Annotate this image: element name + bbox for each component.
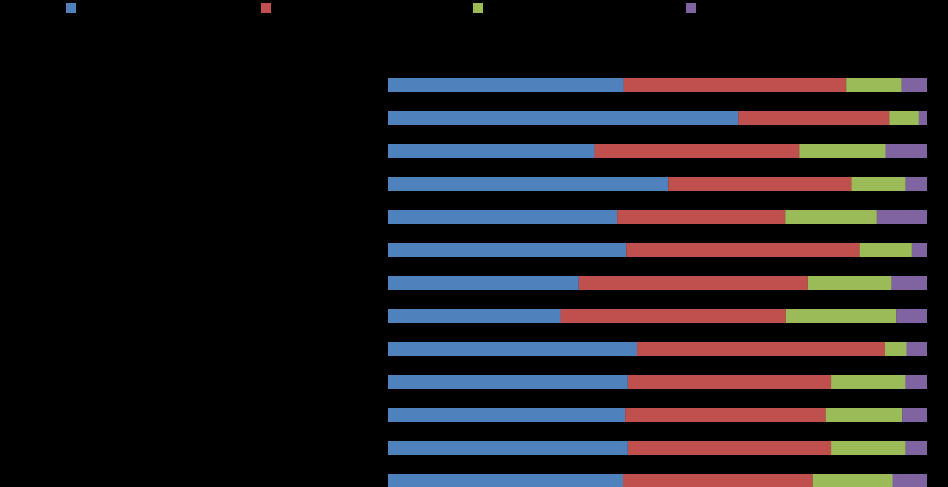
bar-row-5-series-2	[617, 210, 786, 224]
bar-row-6-series-1	[388, 243, 627, 257]
bar-row-12-series-2	[627, 441, 832, 455]
bar-row-1-series-1	[388, 78, 624, 92]
bar-row-1-series-2	[623, 78, 847, 92]
bar-row-7-series-2	[578, 276, 808, 290]
bar-row-9-series-2	[637, 342, 885, 356]
bar-row-8-series-3	[785, 309, 897, 323]
bar-row-4-series-1	[388, 177, 669, 191]
bar-row-5-series-3	[785, 210, 877, 224]
bar-row-4-series-2	[668, 177, 852, 191]
bar-row-11-series-4	[902, 408, 927, 422]
bar-row-13-series-1	[388, 474, 624, 487]
bar-row-6-series-2	[626, 243, 860, 257]
legend-swatch-series-4	[686, 3, 696, 13]
bar-row-4-series-4	[905, 177, 927, 191]
bar-row-10-series-3	[831, 375, 906, 389]
bar-row-6-series-3	[859, 243, 912, 257]
legend-swatch-series-2	[261, 3, 271, 13]
legend-item-series-2	[261, 2, 275, 14]
legend-item-series-3	[473, 2, 487, 14]
legend-swatch-series-1	[66, 3, 76, 13]
bar-row-3-series-3	[799, 144, 886, 158]
bar-row-7-series-4	[891, 276, 927, 290]
bar-row-8-series-4	[896, 309, 927, 323]
bar-row-11-series-2	[625, 408, 826, 422]
bar-row-1-series-4	[901, 78, 927, 92]
bar-row-2-series-4	[918, 111, 927, 125]
bar-row-12-series-1	[388, 441, 628, 455]
bar-row-7-series-3	[807, 276, 892, 290]
bar-row-13-series-3	[812, 474, 893, 487]
bar-row-6-series-4	[911, 243, 927, 257]
bar-row-3-series-2	[594, 144, 800, 158]
bar-row-9-series-4	[906, 342, 927, 356]
bar-row-11-series-1	[388, 408, 626, 422]
bar-row-10-series-4	[905, 375, 927, 389]
bar-row-7-series-1	[388, 276, 579, 290]
bar-row-2-series-3	[889, 111, 919, 125]
bar-row-2-series-1	[388, 111, 739, 125]
bar-row-5-series-1	[388, 210, 618, 224]
bar-row-9-series-1	[388, 342, 638, 356]
bar-row-3-series-4	[885, 144, 927, 158]
bar-row-1-series-3	[846, 78, 902, 92]
bar-row-3-series-1	[388, 144, 595, 158]
bar-row-5-series-4	[876, 210, 927, 224]
legend-item-series-1	[66, 2, 80, 14]
bar-row-12-series-4	[905, 441, 927, 455]
bar-row-10-series-1	[388, 375, 628, 389]
bar-row-10-series-2	[627, 375, 832, 389]
bar-row-8-series-2	[560, 309, 786, 323]
bar-row-8-series-1	[388, 309, 561, 323]
legend-item-series-4	[686, 2, 700, 14]
bar-row-13-series-2	[623, 474, 813, 487]
bar-row-12-series-3	[831, 441, 906, 455]
legend-swatch-series-3	[473, 3, 483, 13]
bar-row-9-series-3	[884, 342, 907, 356]
bar-row-11-series-3	[825, 408, 903, 422]
bar-row-13-series-4	[892, 474, 927, 487]
bar-row-2-series-2	[738, 111, 890, 125]
bar-row-4-series-3	[851, 177, 906, 191]
chart-legend	[0, 2, 948, 14]
